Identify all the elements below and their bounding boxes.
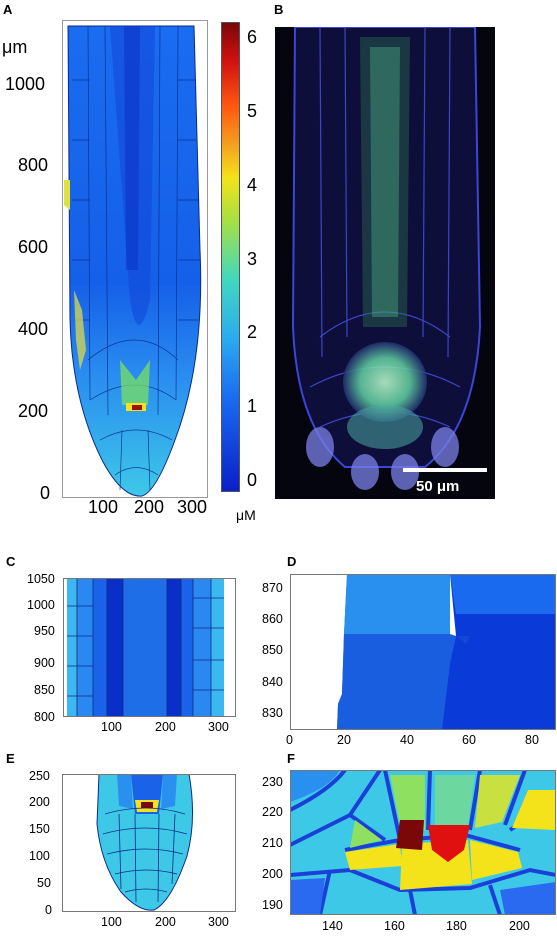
panel-c-heatmap	[63, 578, 236, 717]
panel-d-y-tick: 860	[262, 612, 283, 626]
panel-e-x-tick: 100	[101, 915, 122, 929]
panel-c-y-tick: 950	[34, 624, 55, 638]
panel-a-y-unit: μm	[2, 37, 28, 57]
panel-c-label: C	[6, 554, 16, 569]
panel-d-x-tick: 40	[400, 733, 414, 747]
panel-f-y-tick: 230	[262, 775, 283, 789]
panel-d-heatmap	[290, 574, 556, 730]
panel-c-y-tick: 800	[34, 710, 55, 724]
colorbar-unit: μM	[236, 507, 256, 523]
colorbar-tick: 2	[247, 322, 258, 342]
panel-d-y-tick: 850	[262, 643, 283, 657]
panel-a-y-tick: 400	[18, 319, 49, 339]
panel-d-x-tick: 20	[337, 733, 351, 747]
panel-b-micrograph	[275, 27, 495, 499]
panel-a-heatmap	[64, 25, 202, 497]
panel-e-y-tick: 0	[45, 903, 52, 917]
panel-f-y-tick: 220	[262, 805, 283, 819]
panel-d-x-tick: 0	[286, 733, 293, 747]
panel-c-y-tick: 1000	[27, 598, 55, 612]
panel-e-y-tick: 50	[37, 876, 51, 890]
panel-c-x-tick: 300	[208, 720, 229, 734]
colorbar-tick: 0	[247, 470, 258, 490]
panel-a-x-tick: 300	[177, 497, 208, 517]
panel-a-y-tick: 0	[40, 483, 51, 503]
panel-d-label: D	[287, 554, 297, 569]
panel-e-y-tick: 250	[29, 769, 50, 783]
panel-a-y-tick: 1000	[5, 74, 46, 94]
panel-e-y-tick: 200	[29, 795, 50, 809]
panel-c-y-tick: 900	[34, 656, 55, 670]
panel-f-y-tick: 200	[262, 867, 283, 881]
panel-d-x-tick: 80	[525, 733, 539, 747]
panel-c-y-tick: 1050	[27, 572, 55, 586]
panel-a-x-tick: 100	[88, 497, 119, 517]
panel-d-x-tick: 60	[462, 733, 476, 747]
colorbar-tick: 5	[247, 101, 258, 121]
panel-a-label: A	[3, 2, 13, 17]
panel-f-x-tick: 160	[384, 919, 405, 933]
panel-c-x-tick: 100	[101, 720, 122, 734]
panel-f-y-tick: 190	[262, 898, 283, 912]
panel-f-x-tick: 180	[446, 919, 467, 933]
colorbar-tick: 6	[247, 27, 258, 47]
panel-d-y-tick: 870	[262, 581, 283, 595]
panel-e-x-tick: 200	[155, 915, 176, 929]
scale-bar-label: 50 μm	[416, 478, 460, 495]
panel-f-x-tick: 140	[322, 919, 343, 933]
panel-a-y-tick: 200	[18, 401, 49, 421]
panel-e-heatmap	[59, 774, 236, 912]
panel-e-y-tick: 150	[29, 822, 50, 836]
panel-a-x-tick: 200	[134, 497, 165, 517]
panel-a-y-tick: 800	[18, 155, 49, 175]
panel-e-label: E	[6, 751, 15, 766]
panel-c-y-tick: 850	[34, 683, 55, 697]
colorbar	[221, 22, 240, 492]
panel-d-y-tick: 840	[262, 675, 283, 689]
panel-a-y-tick: 600	[18, 237, 49, 257]
colorbar-tick: 3	[247, 249, 258, 269]
panel-f-label: F	[287, 751, 295, 766]
panel-e-x-tick: 300	[208, 915, 229, 929]
panel-d-y-tick: 830	[262, 706, 283, 720]
panel-e-y-tick: 100	[29, 849, 50, 863]
panel-f-y-tick: 210	[262, 836, 283, 850]
panel-f-heatmap	[290, 770, 556, 915]
colorbar-tick: 1	[247, 396, 258, 416]
panel-f-x-tick: 200	[509, 919, 530, 933]
panel-c-x-tick: 200	[155, 720, 176, 734]
colorbar-tick: 4	[247, 175, 258, 195]
panel-b-label: B	[274, 2, 284, 17]
